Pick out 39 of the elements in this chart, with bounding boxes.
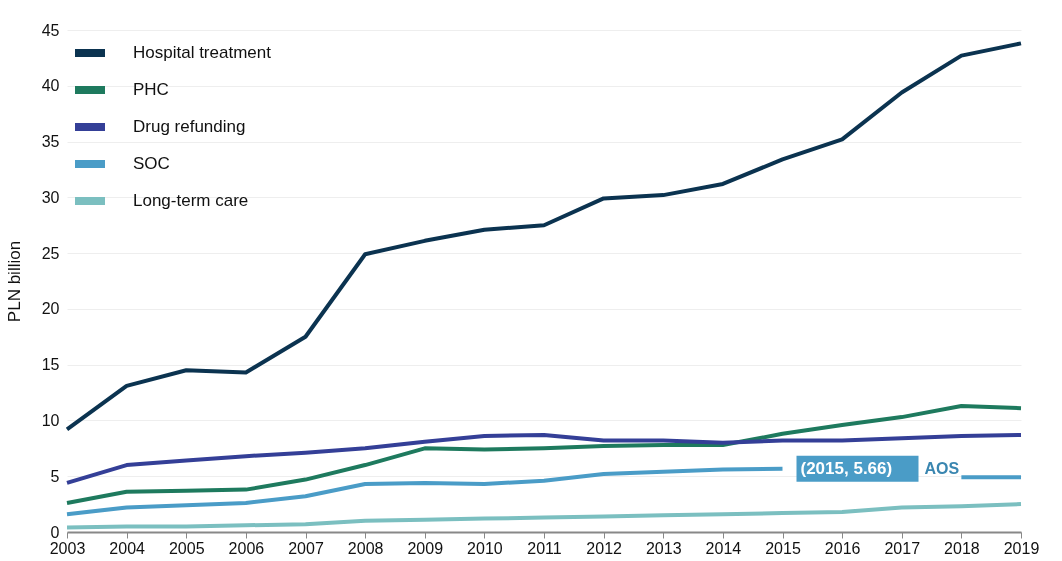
line-series bbox=[65, 432, 1023, 485]
line-series bbox=[65, 41, 1023, 432]
legend-label: PHC bbox=[133, 80, 169, 99]
legend-label: Long-term care bbox=[133, 191, 249, 210]
annotation: AOS bbox=[924, 459, 960, 477]
x-tick-label: 2004 bbox=[109, 539, 146, 557]
y-tick-label: 15 bbox=[41, 356, 60, 374]
x-tick-label: 2014 bbox=[705, 539, 742, 557]
y-tick-label: 30 bbox=[41, 188, 60, 206]
y-tick-label: 35 bbox=[41, 133, 60, 151]
x-tick-label: 2017 bbox=[884, 539, 921, 557]
line-series bbox=[65, 403, 1023, 505]
y-tick-label: 5 bbox=[50, 467, 60, 485]
y-tick-label: 40 bbox=[41, 77, 60, 95]
y-axis-title: PLN billion bbox=[4, 240, 24, 323]
x-tick-label: 2005 bbox=[168, 539, 205, 557]
y-tick-label: 20 bbox=[41, 300, 60, 318]
x-tick-label: 2010 bbox=[467, 539, 503, 557]
x-tick-label: 2007 bbox=[288, 539, 324, 557]
legend-label: Hospital treatment bbox=[133, 43, 272, 62]
x-tick-label: 2015 bbox=[765, 539, 801, 557]
x-tick-label: 2019 bbox=[1003, 539, 1040, 557]
x-tick-label: 2016 bbox=[824, 539, 861, 557]
x-tick-label: 2008 bbox=[347, 539, 384, 557]
x-tick-label: 2011 bbox=[527, 539, 562, 557]
x-tick-label: 2012 bbox=[586, 539, 623, 557]
y-tick-label: 45 bbox=[41, 21, 60, 39]
annotation: (2015, 5.66) bbox=[800, 458, 893, 478]
y-tick-label: 10 bbox=[41, 411, 60, 429]
legend-label: SOC bbox=[133, 154, 170, 173]
legend-label: Drug refunding bbox=[133, 117, 246, 136]
y-tick-label: 25 bbox=[41, 244, 60, 262]
x-tick-label: 2018 bbox=[944, 539, 980, 557]
x-tick-label: 2006 bbox=[228, 539, 265, 557]
x-tick-label: 2003 bbox=[49, 539, 86, 557]
line-series bbox=[65, 502, 1023, 530]
x-tick-label: 2009 bbox=[407, 539, 444, 557]
x-tick-label: 2013 bbox=[645, 539, 682, 557]
y-tick-label: 0 bbox=[50, 523, 60, 541]
